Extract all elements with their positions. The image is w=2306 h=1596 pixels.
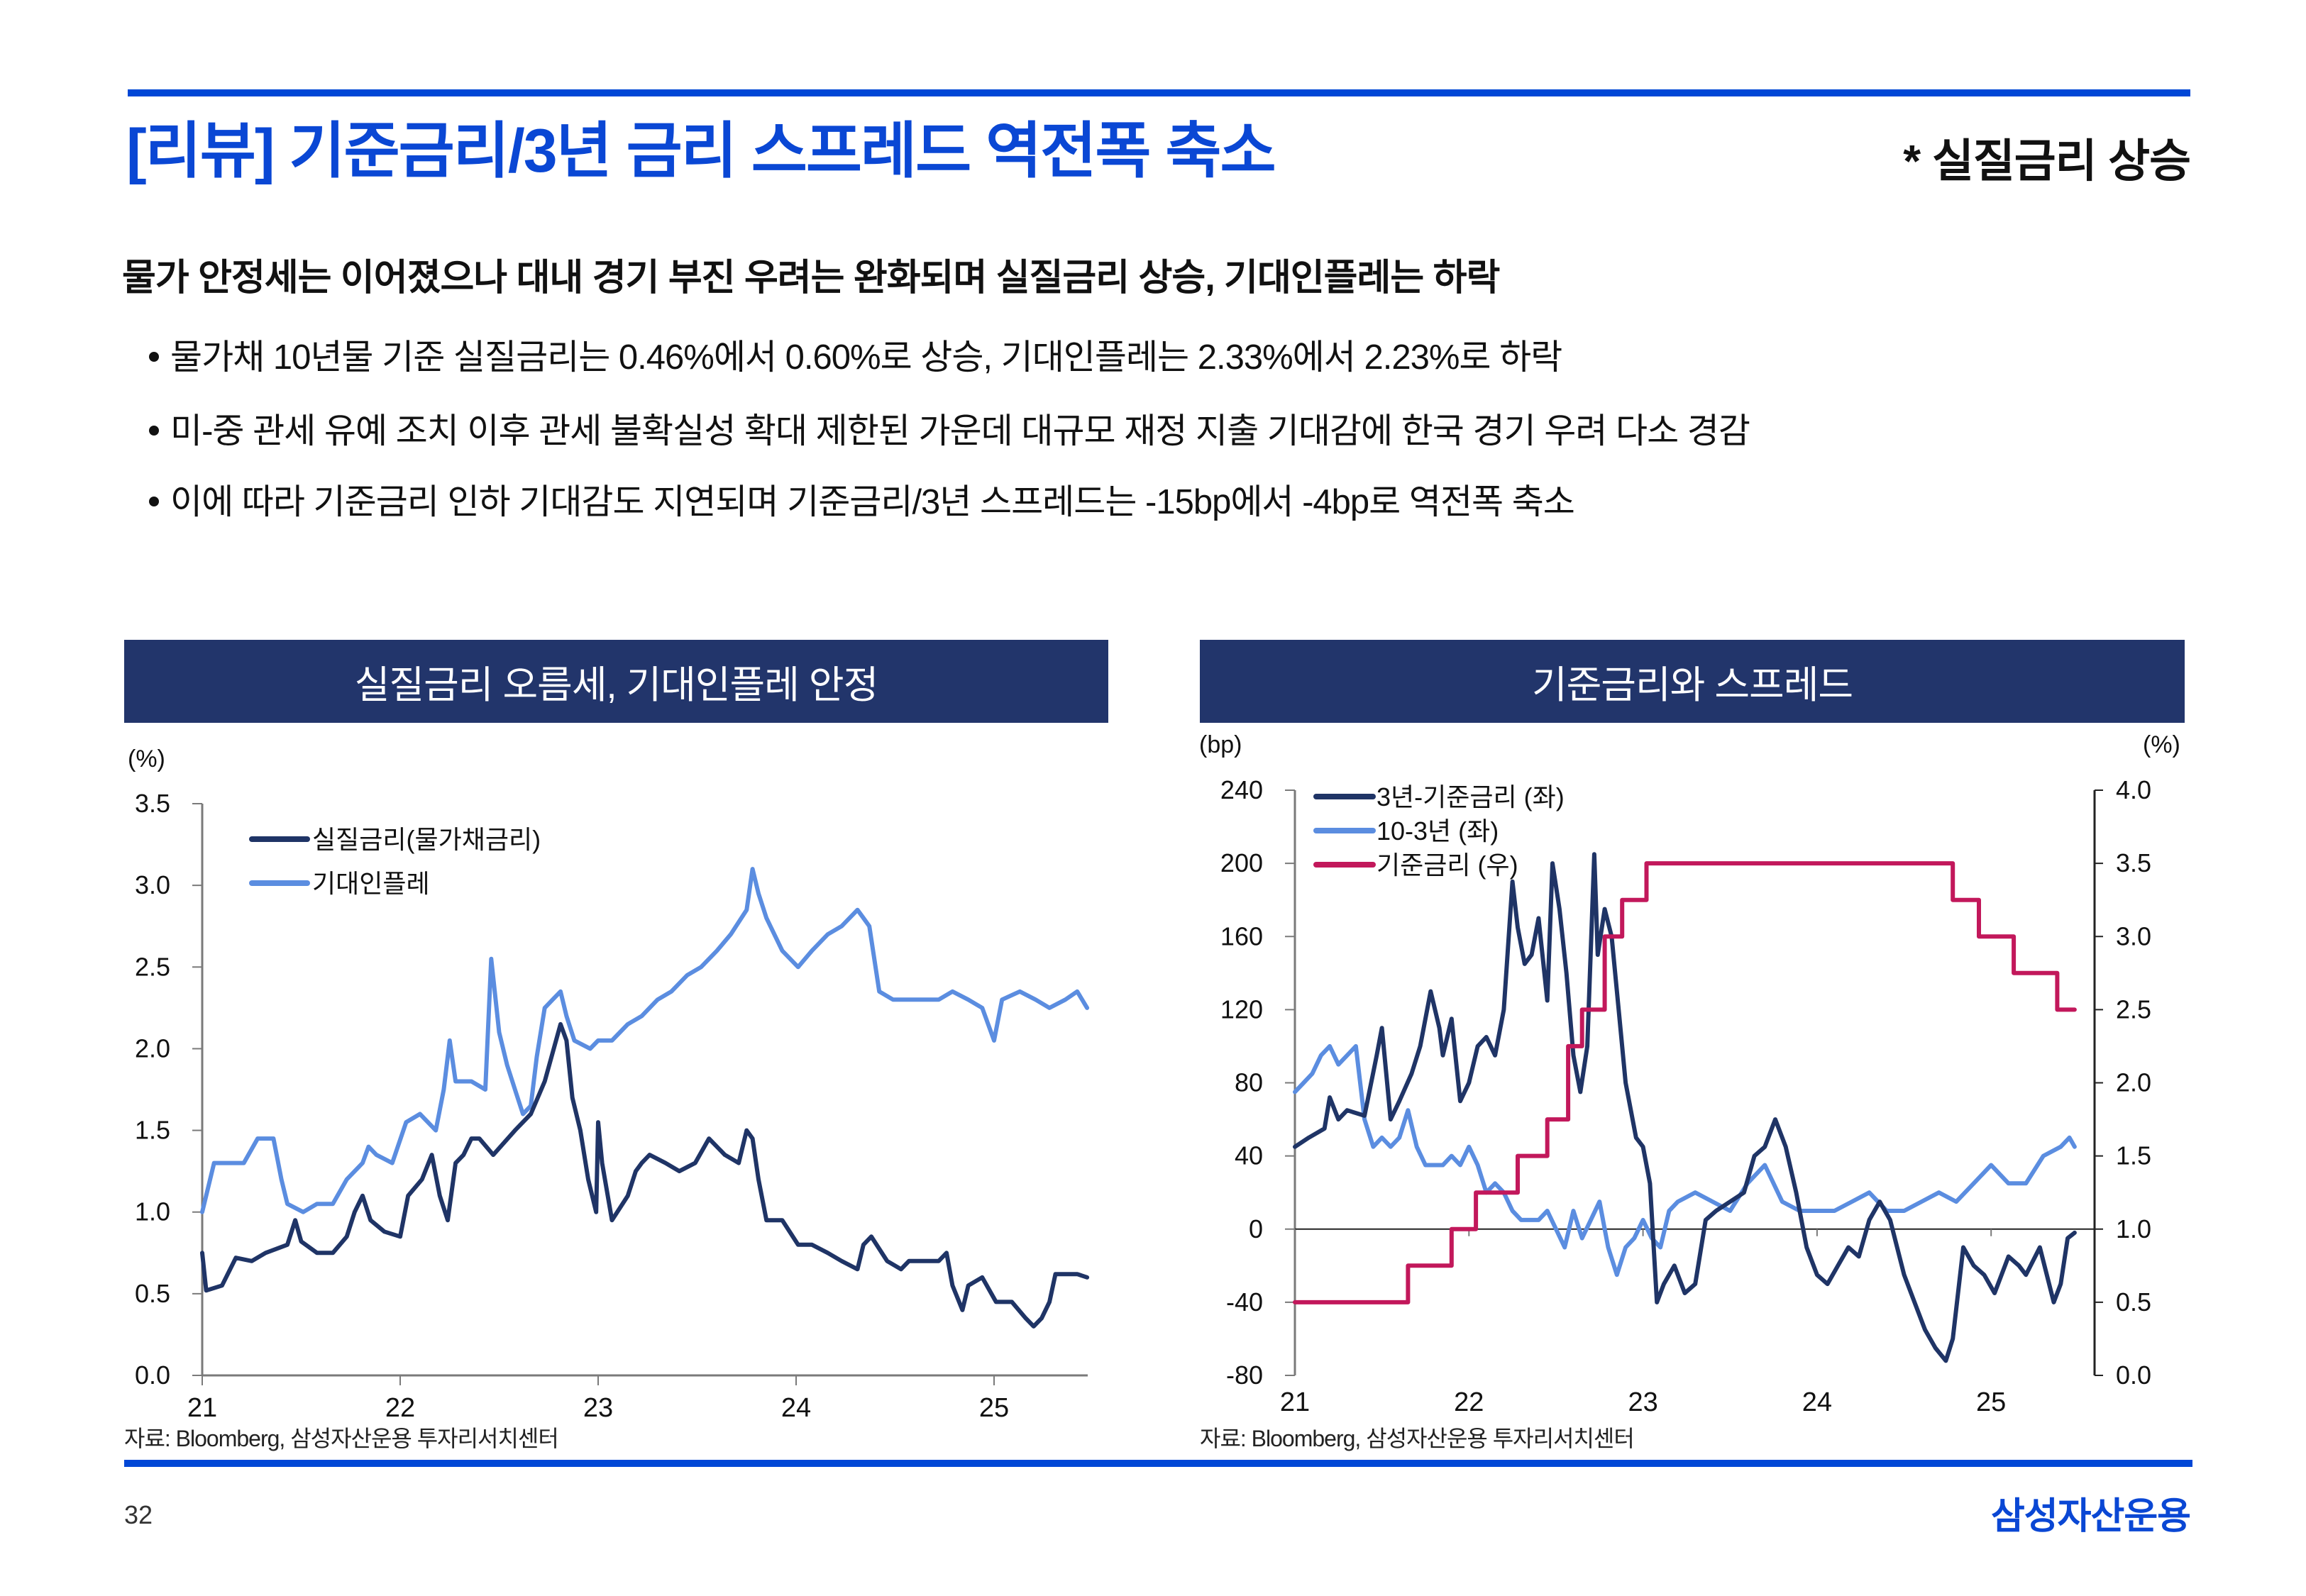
bullet-text: 미-중 관세 유예 조치 이후 관세 불확실성 확대 제한된 가운데 대규모 재… <box>170 412 1750 450</box>
series-line-3y-minus-base <box>1293 852 2077 1363</box>
right-y-tick-label: 2.0 <box>2116 1068 2151 1097</box>
y-tick-label: 0.5 <box>135 1279 170 1308</box>
left-y-tick-label: 120 <box>1220 994 1263 1024</box>
right-y-tick-label: 3.0 <box>2116 921 2151 951</box>
summary-bullet: 미-중 관세 유예 조치 이후 관세 불확실성 확대 제한된 가운데 대규모 재… <box>149 414 1750 449</box>
legend-label: 10-3년 (좌) <box>1377 816 1499 846</box>
right-y-tick-label: 0.5 <box>2116 1287 2151 1317</box>
summary-bullet: 물가채 10년물 기준 실질금리는 0.46%에서 0.60%로 상승, 기대인… <box>149 340 1562 375</box>
y-tick-label: 2.5 <box>135 952 170 981</box>
x-tick-label: 21 <box>187 1393 217 1423</box>
right-y-tick-label: 2.5 <box>2116 994 2151 1024</box>
right-y-tick-label: 1.5 <box>2116 1141 2151 1170</box>
x-tick-label: 24 <box>781 1393 811 1423</box>
bottom-rule <box>124 1460 2192 1467</box>
left-panel-header: 실질금리 오름세, 기대인플레 안정 <box>124 640 1108 723</box>
right-chart-source: 자료: Bloomberg, 삼성자산운용 투자리서치센터 <box>1200 1426 1635 1451</box>
x-tick-label: 21 <box>1280 1387 1310 1417</box>
series-line-10y-minus-3y <box>1293 1043 2077 1278</box>
page-tag: * 실질금리 상승 <box>1903 135 2191 187</box>
x-tick-label: 22 <box>1454 1387 1484 1417</box>
page-title: [리뷰] 기준금리/3년 금리 스프레드 역전폭 축소 <box>126 117 1276 185</box>
left-y-tick-label: 40 <box>1235 1141 1263 1170</box>
left-panel-title: 실질금리 오름세, 기대인플레 안정 <box>354 664 879 706</box>
y-tick-label: 1.0 <box>135 1197 170 1226</box>
x-tick-label: 25 <box>979 1393 1009 1423</box>
y-tick-label: 0.0 <box>135 1361 170 1390</box>
page-number: 32 <box>124 1500 153 1529</box>
series-line-base-rate <box>1293 861 2077 1304</box>
right-chart: -80 -40 0 40 80 120 160 200 240 0.0 0.5 1.0 1.5 2.0 2.… <box>1220 775 2151 1417</box>
left-y-tick-label: 200 <box>1220 848 1263 877</box>
legend-label: 실질금리(물가채금리) <box>312 825 541 854</box>
left-y-tick-label: 0 <box>1249 1214 1263 1243</box>
y-tick-label: 3.0 <box>135 870 170 899</box>
left-y-tick-label: -80 <box>1226 1361 1263 1390</box>
top-rule <box>128 89 2190 96</box>
bullet-dot-icon <box>149 497 159 507</box>
left-chart: 0.0 0.5 1.0 1.5 2.0 2.5 3.0 3.5 21 22 23 24 25 실질금리(물… <box>135 789 1090 1423</box>
left-chart-source: 자료: Bloomberg, 삼성자산운용 투자리서치센터 <box>124 1426 559 1451</box>
right-panel-title: 기준금리와 스프레드 <box>1531 664 1853 706</box>
left-y-tick-label: 160 <box>1220 921 1263 951</box>
x-tick-label: 25 <box>1976 1387 2006 1417</box>
bullet-dot-icon <box>149 352 159 362</box>
left-chart-unit-label: (%) <box>128 746 165 772</box>
legend-label: 3년-기준금리 (좌) <box>1377 782 1565 811</box>
company-logo: 삼성자산운용 <box>1990 1496 2191 1537</box>
x-tick-label: 22 <box>385 1393 415 1423</box>
y-tick-label: 3.5 <box>135 789 170 818</box>
legend-label: 기대인플레 <box>312 869 430 898</box>
left-y-tick-label: -40 <box>1226 1287 1263 1317</box>
summary-bullet: 이에 따라 기준금리 인하 기대감도 지연되며 기준금리/3년 스프레드는 -1… <box>149 483 1575 521</box>
left-y-tick-label: 240 <box>1220 775 1263 804</box>
x-tick-label: 23 <box>1628 1387 1657 1417</box>
series-line-inflation-expectation <box>200 867 1090 1214</box>
bullet-text: 이에 따라 기준금리 인하 기대감도 지연되며 기준금리/3년 스프레드는 -1… <box>170 483 1575 521</box>
right-y-tick-label: 3.5 <box>2116 848 2151 877</box>
y-tick-label: 2.0 <box>135 1033 170 1063</box>
x-tick-label: 24 <box>1802 1387 1832 1417</box>
summary-headline: 물가 안정세는 이어졌으나 대내 경기 부진 우려는 완화되며 실질금리 상승,… <box>122 257 1500 299</box>
legend-label: 기준금리 (우) <box>1377 850 1518 880</box>
right-panel-header: 기준금리와 스프레드 <box>1200 640 2185 723</box>
series-line-real-rate <box>200 1021 1090 1329</box>
y-tick-label: 1.5 <box>135 1116 170 1145</box>
right-y-tick-label: 1.0 <box>2116 1214 2151 1243</box>
left-y-tick-label: 80 <box>1235 1068 1263 1097</box>
bullet-dot-icon <box>149 426 159 436</box>
x-tick-label: 23 <box>583 1393 613 1423</box>
right-y-tick-label: 4.0 <box>2116 775 2151 804</box>
right-y-tick-label: 0.0 <box>2116 1361 2151 1390</box>
bullet-text: 물가채 10년물 기준 실질금리는 0.46%에서 0.60%로 상승, 기대인… <box>170 338 1562 377</box>
right-chart-left-unit-label: (bp) <box>1199 731 1242 758</box>
right-chart-right-unit-label: (%) <box>2143 731 2180 758</box>
